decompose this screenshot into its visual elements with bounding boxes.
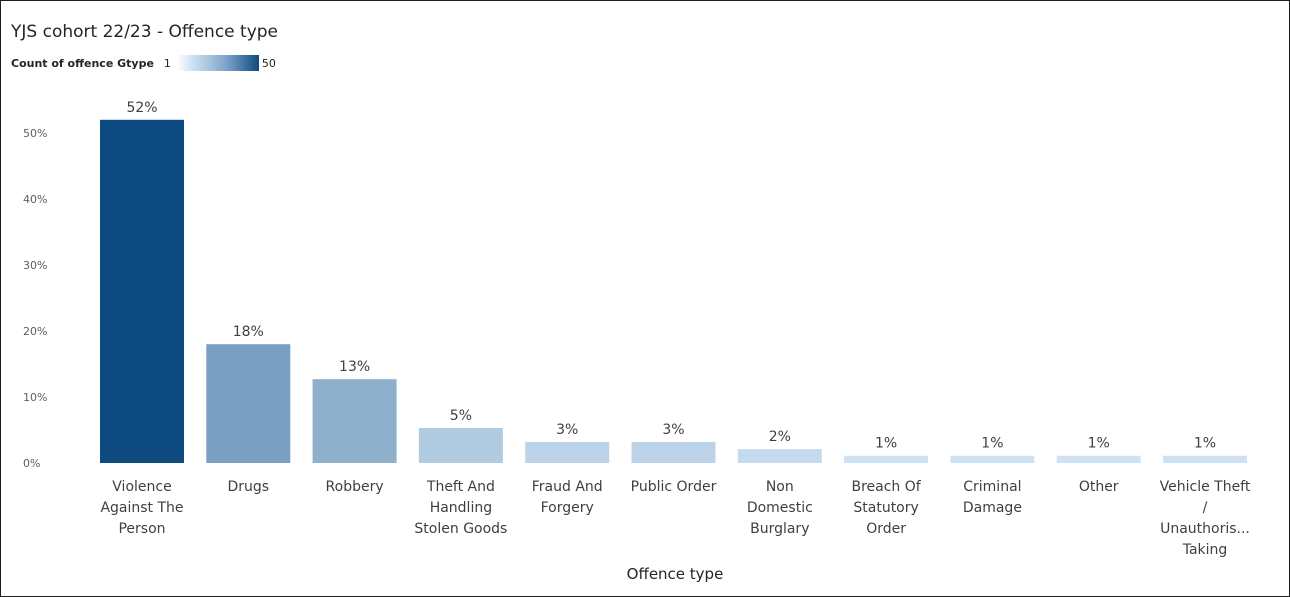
data-label: 5% bbox=[450, 408, 472, 424]
color-legend: Count of offence Gtype 1 50 bbox=[11, 55, 276, 71]
x-tick-label: Other bbox=[1079, 479, 1119, 495]
y-tick-label: 10% bbox=[23, 391, 47, 404]
x-tick-label-line: Person bbox=[118, 521, 165, 537]
bar[interactable] bbox=[418, 428, 503, 463]
x-tick-label-line: Drugs bbox=[228, 479, 270, 495]
x-tick-label-line: Fraud And bbox=[532, 479, 603, 495]
x-tick-label: Violence Against The Person bbox=[100, 479, 183, 537]
x-tick-label: Drugs bbox=[228, 479, 270, 495]
bar[interactable] bbox=[206, 344, 291, 463]
y-tick-label: 30% bbox=[23, 259, 47, 272]
bar[interactable] bbox=[100, 119, 184, 464]
bar[interactable] bbox=[737, 449, 822, 463]
x-tick-label: Criminal Damage bbox=[963, 479, 1022, 516]
data-label: 1% bbox=[981, 436, 1003, 452]
legend-gradient-bar bbox=[176, 55, 259, 71]
data-label: 52% bbox=[126, 100, 157, 116]
x-tick-label-line: Forgery bbox=[541, 500, 594, 516]
data-label: 2% bbox=[769, 429, 791, 445]
y-tick-label: 20% bbox=[23, 325, 47, 338]
x-tick-label-line: Stolen Goods bbox=[414, 521, 507, 537]
x-tick-label-line: Domestic bbox=[747, 500, 813, 516]
x-tick-label: Vehicle Theft / Unauthoris... Taking bbox=[1160, 479, 1251, 558]
bar[interactable] bbox=[950, 455, 1035, 463]
x-tick-label-line: Taking bbox=[1182, 542, 1228, 558]
data-label: 3% bbox=[662, 422, 684, 438]
x-tick-label-line: Robbery bbox=[326, 479, 384, 495]
x-tick-label-line: Criminal bbox=[963, 479, 1021, 495]
x-tick-label: Breach Of Statutory Order bbox=[851, 479, 921, 537]
bar[interactable] bbox=[312, 379, 397, 463]
y-tick-label: 50% bbox=[23, 127, 47, 140]
data-label: 18% bbox=[233, 324, 264, 340]
data-label: 3% bbox=[556, 422, 578, 438]
bar[interactable] bbox=[631, 441, 716, 463]
chart-title: YJS cohort 22/23 - Offence type bbox=[11, 22, 279, 42]
x-tick-label-line: Vehicle Theft bbox=[1160, 479, 1251, 495]
x-tick-label-line: / bbox=[1203, 500, 1208, 516]
x-tick-label: Theft And Handling Stolen Goods bbox=[414, 479, 507, 537]
legend-max-label: 50 bbox=[261, 56, 276, 70]
x-tick-label-line: Theft And bbox=[426, 479, 495, 495]
x-tick-label-line: Non bbox=[766, 479, 794, 495]
x-tick-label-line: Other bbox=[1079, 479, 1119, 495]
x-tick-label: Fraud And Forgery bbox=[532, 479, 603, 516]
x-tick-label-line: Against The bbox=[100, 500, 183, 516]
data-label: 1% bbox=[1194, 436, 1216, 452]
data-label: 13% bbox=[339, 359, 370, 375]
x-tick-label: Non Domestic Burglary bbox=[747, 479, 813, 537]
x-tick-label-line: Handling bbox=[430, 500, 492, 516]
legend-min-label: 1 bbox=[163, 56, 171, 70]
legend-title: Count of offence Gtype bbox=[11, 56, 154, 70]
x-tick-label-line: Damage bbox=[963, 500, 1022, 516]
bar[interactable] bbox=[1056, 455, 1141, 463]
data-label: 1% bbox=[875, 436, 897, 452]
x-tick-label-line: Statutory bbox=[853, 500, 918, 516]
bar[interactable] bbox=[525, 441, 610, 463]
x-tick-label-line: Unauthoris... bbox=[1160, 521, 1250, 537]
x-axis-title: Offence type bbox=[627, 565, 724, 583]
x-tick-label-line: Violence bbox=[112, 479, 171, 495]
data-label: 1% bbox=[1088, 436, 1110, 452]
x-tick-label-line: Order bbox=[866, 521, 906, 537]
bar[interactable] bbox=[1163, 455, 1247, 463]
x-tick-label-line: Public Order bbox=[631, 479, 717, 495]
y-tick-label: 40% bbox=[23, 193, 47, 206]
bar[interactable] bbox=[844, 455, 929, 463]
x-tick-label-line: Breach Of bbox=[851, 479, 921, 495]
x-tick-label: Robbery bbox=[326, 479, 384, 495]
x-tick-label-line: Burglary bbox=[750, 521, 809, 537]
y-tick-label: 0% bbox=[23, 457, 40, 470]
x-tick-label: Public Order bbox=[631, 479, 717, 495]
